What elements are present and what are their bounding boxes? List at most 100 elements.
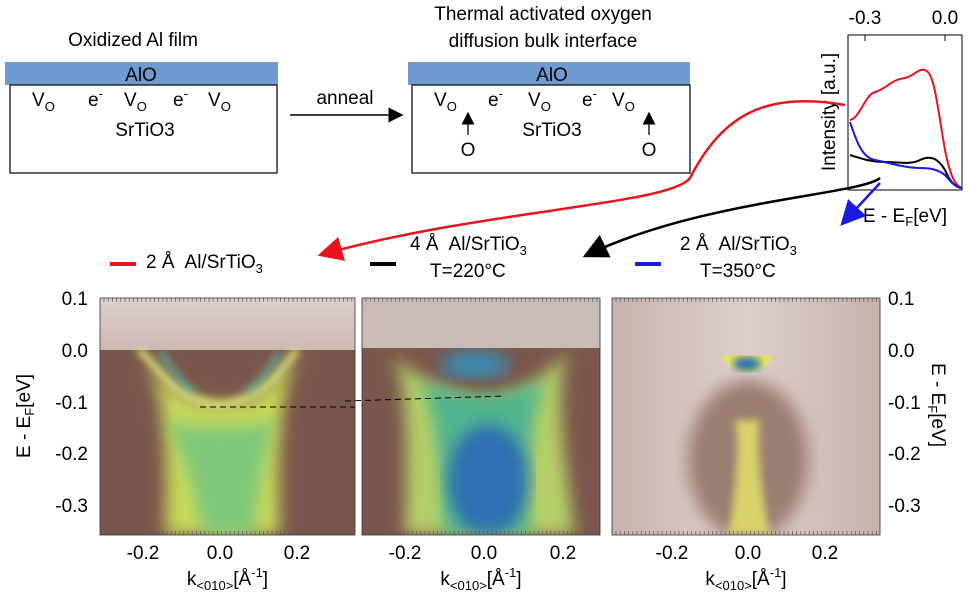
substrate-box (411, 84, 691, 174)
y-tick-label: -0.3 (55, 496, 88, 517)
label-part: O (625, 99, 635, 114)
after-title: diffusion bulk interface (449, 31, 638, 52)
label-part: V (124, 90, 137, 111)
label-part: k (705, 569, 715, 590)
layer-label: AlO (536, 65, 568, 86)
oxygen-label: O (642, 140, 657, 161)
label-part: V (32, 90, 45, 111)
label-part: E - E (927, 363, 948, 405)
label-part: -1 (505, 565, 517, 580)
label-part: O (45, 99, 55, 114)
label-part: k (187, 569, 197, 590)
y-axis-label: E - EF[eV] (14, 374, 37, 458)
link-arrow (840, 182, 881, 226)
label-part: 2 Å (146, 252, 175, 273)
carrier-label: VO (612, 90, 635, 114)
carrier-label: e- (88, 86, 103, 111)
y-tick-label: -0.2 (55, 444, 88, 465)
label-part: [Å (233, 569, 251, 590)
inset: -0.3 0.0 Intensity [a.u.] E - EF[eV] (819, 8, 963, 229)
label-part: -1 (251, 565, 263, 580)
spectrum-curve (849, 68, 963, 189)
label-part: 3 (790, 243, 797, 258)
label-part: -1 (770, 565, 782, 580)
x-tick-label: 0.2 (812, 543, 838, 564)
x-tick-label: 0.2 (550, 543, 576, 564)
y-tick-label: 0.1 (62, 289, 88, 310)
label-part: 4 Å (410, 234, 439, 255)
label-part: 2 Å (680, 234, 709, 255)
x-tick-label: 0.0 (207, 543, 233, 564)
label-part: e (88, 90, 99, 111)
label-part: k (440, 569, 450, 590)
label-part: e (582, 90, 593, 111)
carrier-label: e- (173, 86, 188, 111)
label-part: F (925, 405, 940, 413)
label-part: <010> (450, 578, 487, 593)
inset-tick-label: -0.3 (849, 8, 882, 29)
label-part: - (593, 86, 597, 101)
guide-line (344, 395, 506, 402)
substrate-label: SrTiO3 (115, 120, 174, 141)
x-tick-label: 0.2 (284, 543, 310, 564)
label-part: E - E (14, 416, 35, 458)
link-arrow (317, 100, 846, 261)
legend-label: 2 Å Al/SrTiO3 (146, 252, 263, 276)
carrier-label: VO (528, 90, 551, 114)
label-part: V (208, 90, 221, 111)
x-tick-label: -0.2 (389, 543, 422, 564)
spectrum-curve (849, 121, 963, 189)
anneal-label: anneal (316, 88, 373, 109)
carrier-label: e- (488, 86, 503, 111)
label-part: e (173, 90, 184, 111)
oxygen-label: O (461, 140, 476, 161)
inset-x-label: E - EF[eV] (863, 206, 947, 229)
label-part: [eV] (913, 206, 947, 227)
y-tick-label: -0.3 (888, 496, 921, 517)
carrier-label: VO (434, 90, 457, 114)
x-axis-label: k<010>[Å-1] (705, 565, 786, 593)
x-tick-label: 0.0 (471, 543, 497, 564)
label-part: O (541, 99, 551, 114)
label-part: V (612, 90, 625, 111)
carrier-row: VO e- VO e- VO (32, 86, 231, 114)
x-axis-label: k<010>[Å-1] (440, 565, 521, 593)
inset-y-label: Intensity [a.u.] (819, 53, 840, 171)
y-tick-label: -0.2 (888, 444, 921, 465)
label-part: Al/SrTiO (185, 252, 256, 273)
legend-temp: T=350°C (700, 261, 776, 282)
layer-label: AlO (125, 65, 157, 86)
y-tick-label: 0.1 (888, 289, 914, 310)
y-tick-label: -0.1 (888, 393, 921, 414)
x-axis-label: k<010>[Å-1] (187, 565, 268, 593)
label-part: F (22, 408, 37, 416)
inset-frame (847, 34, 963, 191)
legend-temp: T=220°C (430, 261, 506, 282)
before-title: Oxidized Al film (68, 30, 198, 51)
alo-layer (5, 62, 278, 85)
y-tick-label: -0.1 (55, 393, 88, 414)
label-part: e (488, 90, 499, 111)
arpes-panel (611, 297, 881, 536)
carrier-label: VO (32, 90, 55, 114)
label-part: ] (781, 569, 786, 590)
label-part: E - E (863, 206, 905, 227)
axes: 0.1 0.1 0.0 0.0 -0.1 -0.1 -0.2 -0.2 -0.3 -0.3 -0.2… (55, 289, 921, 593)
link-arrow (582, 176, 881, 258)
inset-tick-label: 0.0 (932, 8, 958, 29)
label-part: ] (516, 569, 521, 590)
label-part: [Å (487, 569, 505, 590)
label-part: V (528, 90, 541, 111)
label-part: <010> (715, 578, 752, 593)
label-part: - (184, 86, 188, 101)
legend-label: 2 Å Al/SrTiO3 (680, 234, 797, 258)
alo-layer (408, 62, 690, 85)
x-tick-label: -0.2 (127, 543, 160, 564)
carrier-label: e- (582, 86, 597, 111)
label-part: Al/SrTiO (449, 234, 520, 255)
x-tick-label: 0.0 (735, 543, 761, 564)
label-part: Al/SrTiO (719, 234, 790, 255)
label-part: ] (263, 569, 268, 590)
